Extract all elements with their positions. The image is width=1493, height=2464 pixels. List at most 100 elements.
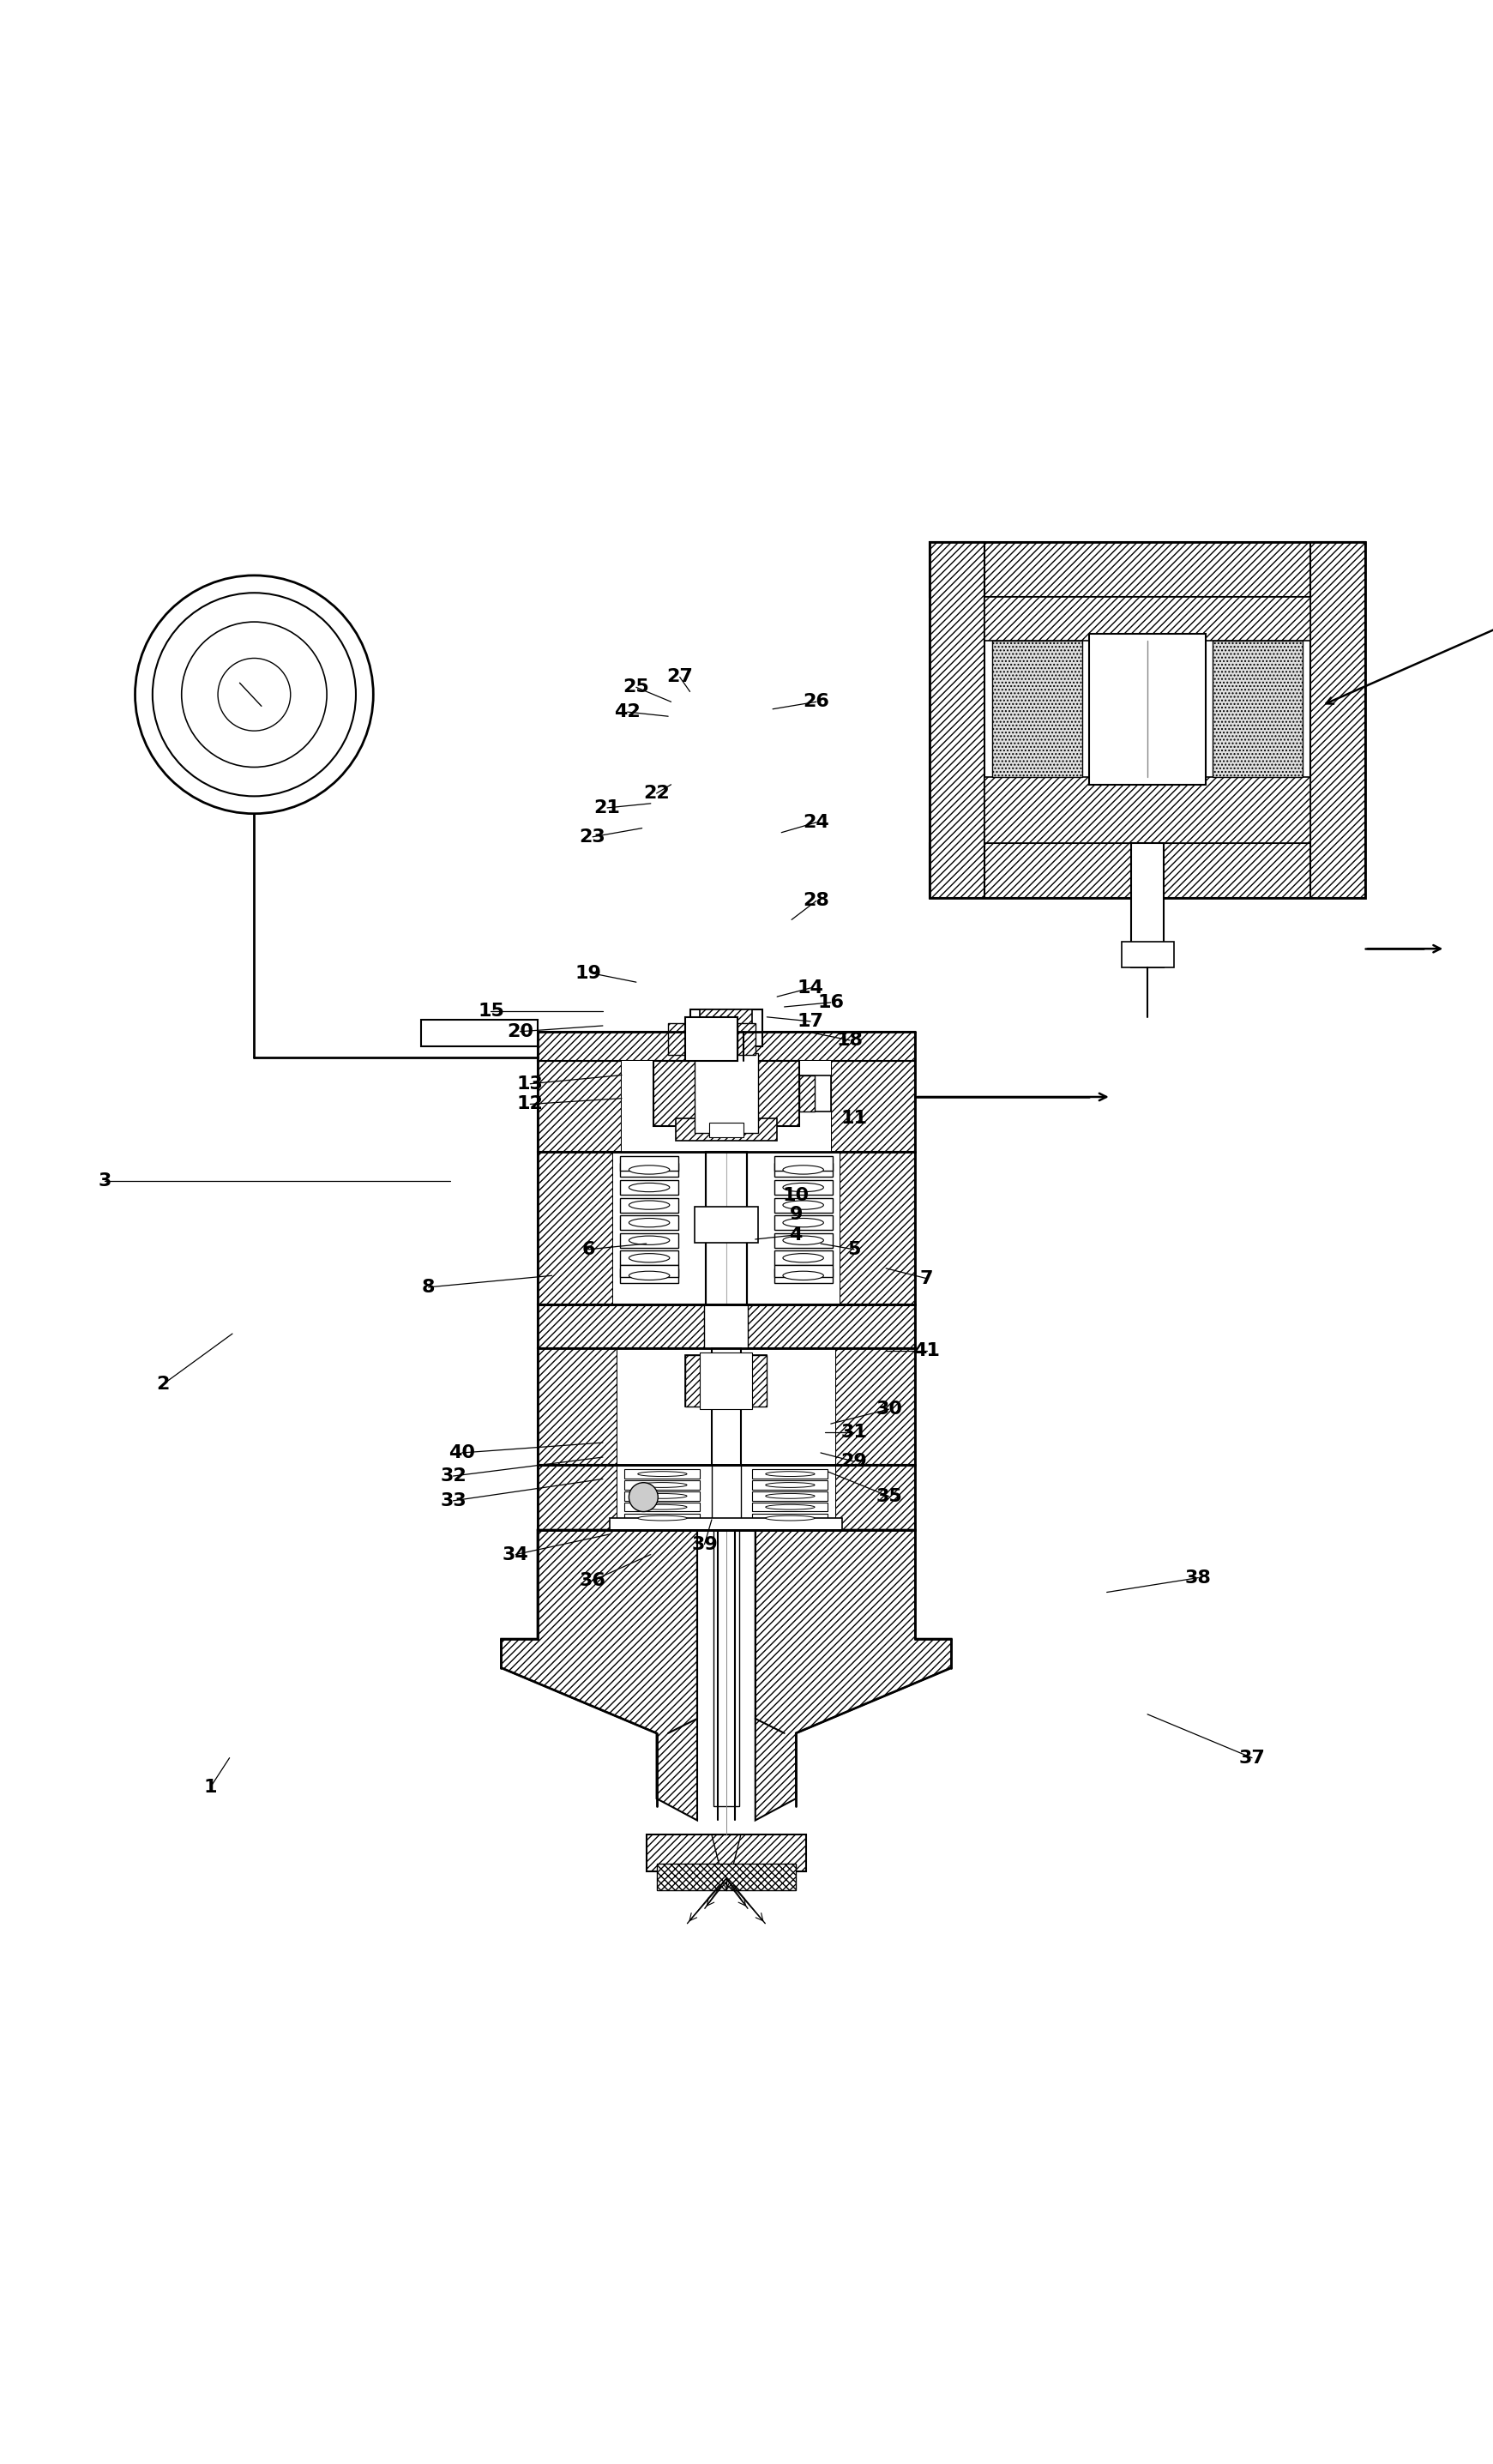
Bar <box>537 1032 915 1060</box>
Bar <box>930 542 985 897</box>
Bar <box>985 776 1311 843</box>
Text: 25: 25 <box>623 678 649 695</box>
Bar <box>1090 633 1205 784</box>
Polygon shape <box>537 1060 621 1153</box>
Bar <box>617 1464 835 1530</box>
Polygon shape <box>537 1303 915 1348</box>
Ellipse shape <box>782 1254 824 1262</box>
Text: 34: 34 <box>503 1545 529 1562</box>
Ellipse shape <box>629 1200 669 1210</box>
Bar <box>775 1163 832 1178</box>
Bar <box>669 1023 685 1055</box>
Bar <box>775 1156 832 1170</box>
Bar <box>624 1513 700 1523</box>
Text: 26: 26 <box>803 692 830 710</box>
Text: 24: 24 <box>803 813 830 830</box>
Ellipse shape <box>629 1254 669 1262</box>
Bar <box>705 1303 748 1348</box>
Bar <box>752 1469 829 1478</box>
Bar <box>775 1215 832 1230</box>
Bar <box>675 1119 776 1141</box>
Bar <box>682 1124 770 1138</box>
Text: 4: 4 <box>790 1227 803 1244</box>
Bar <box>712 1348 741 1464</box>
Bar <box>991 641 1082 776</box>
Bar <box>985 596 1311 641</box>
Bar <box>657 1863 796 1890</box>
Text: 22: 22 <box>643 784 670 801</box>
Ellipse shape <box>629 1237 669 1244</box>
Text: 16: 16 <box>818 993 844 1010</box>
Ellipse shape <box>766 1471 815 1476</box>
Text: 42: 42 <box>614 702 640 719</box>
Text: 41: 41 <box>914 1343 941 1360</box>
Ellipse shape <box>782 1165 824 1175</box>
Bar <box>620 1252 678 1264</box>
Ellipse shape <box>629 1271 669 1279</box>
Text: 6: 6 <box>582 1242 594 1259</box>
Text: 31: 31 <box>841 1424 867 1441</box>
Text: 28: 28 <box>803 892 830 909</box>
Text: 35: 35 <box>876 1488 902 1506</box>
Bar <box>620 1156 678 1170</box>
Bar <box>624 1503 700 1510</box>
Bar <box>624 1491 700 1501</box>
Ellipse shape <box>766 1483 815 1488</box>
Bar <box>685 1018 738 1060</box>
Polygon shape <box>712 1836 741 1878</box>
Text: 11: 11 <box>841 1111 867 1126</box>
Text: 40: 40 <box>448 1444 475 1461</box>
Text: 27: 27 <box>666 668 693 685</box>
Ellipse shape <box>782 1183 824 1193</box>
Bar <box>930 843 1366 897</box>
Bar <box>709 1124 744 1138</box>
Text: 14: 14 <box>797 978 824 995</box>
Text: 2: 2 <box>157 1375 169 1392</box>
Bar <box>624 1481 700 1488</box>
Bar <box>694 1052 758 1133</box>
Bar <box>654 1060 799 1126</box>
Text: 29: 29 <box>841 1454 867 1471</box>
Polygon shape <box>830 1060 915 1153</box>
Bar <box>775 1232 832 1247</box>
Bar <box>620 1180 678 1195</box>
Ellipse shape <box>638 1506 687 1510</box>
Text: 5: 5 <box>848 1242 860 1259</box>
Polygon shape <box>537 1464 617 1530</box>
Bar <box>617 1348 835 1464</box>
Bar <box>775 1266 832 1276</box>
Ellipse shape <box>629 1217 669 1227</box>
Text: 1: 1 <box>205 1779 218 1796</box>
Bar <box>752 1491 829 1501</box>
Text: 32: 32 <box>440 1469 466 1486</box>
Text: 13: 13 <box>517 1074 543 1092</box>
Bar <box>1212 641 1303 776</box>
Ellipse shape <box>766 1515 815 1520</box>
Bar <box>421 1020 537 1047</box>
Bar <box>694 1207 758 1242</box>
Ellipse shape <box>629 1183 669 1193</box>
Bar <box>620 1269 678 1284</box>
Circle shape <box>218 658 291 732</box>
Bar <box>712 1464 741 1530</box>
Ellipse shape <box>638 1471 687 1476</box>
Bar <box>752 1503 829 1510</box>
Ellipse shape <box>782 1237 824 1244</box>
Bar <box>621 1060 830 1153</box>
Ellipse shape <box>782 1271 824 1279</box>
Ellipse shape <box>766 1493 815 1498</box>
Text: 21: 21 <box>594 798 621 816</box>
Bar <box>1132 843 1163 968</box>
Bar <box>690 1010 763 1047</box>
Ellipse shape <box>638 1483 687 1488</box>
Text: 23: 23 <box>579 828 606 845</box>
Polygon shape <box>537 1348 617 1464</box>
Bar <box>685 1355 767 1407</box>
Circle shape <box>629 1483 658 1510</box>
Text: 33: 33 <box>440 1493 466 1510</box>
Bar <box>738 1023 755 1055</box>
Bar <box>614 1153 839 1303</box>
Ellipse shape <box>766 1506 815 1510</box>
Text: 39: 39 <box>691 1535 718 1552</box>
Ellipse shape <box>638 1515 687 1520</box>
